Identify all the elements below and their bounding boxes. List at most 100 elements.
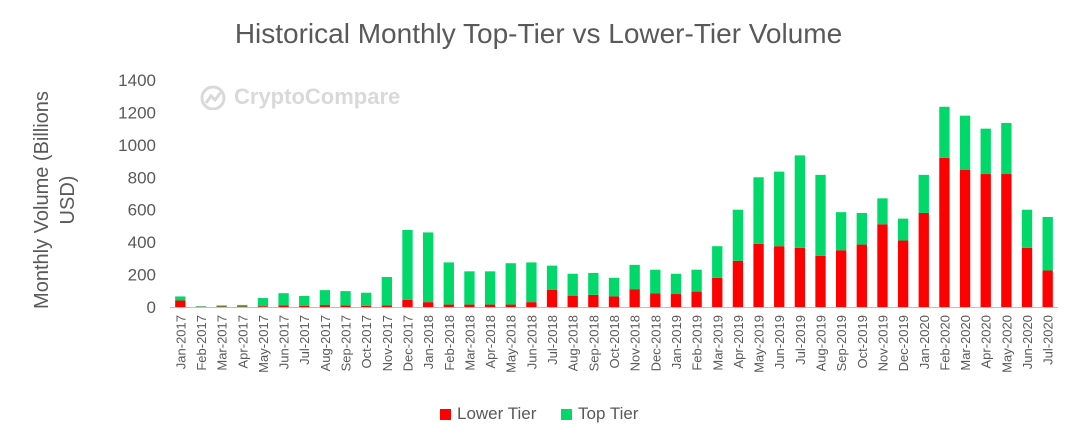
x-tick-label: Jul-2020 (1041, 315, 1056, 365)
bar-lower-tier (670, 294, 682, 307)
bar-top-tier (464, 271, 475, 305)
bar-top-tier (732, 209, 744, 261)
bar-lower-tier (732, 260, 744, 307)
bar-lower-tier (959, 169, 971, 307)
bar-lower-tier (1042, 270, 1053, 307)
bar-lower-tier (422, 302, 434, 307)
x-tick-label: Dec-2018 (648, 315, 663, 371)
bar-top-tier (1042, 217, 1053, 271)
bar-top-tier (856, 212, 867, 245)
bar-lower-tier (175, 300, 186, 307)
bar-top-tier (753, 177, 764, 244)
bar-top-tier (774, 171, 785, 247)
x-tick-label: Aug-2017 (318, 315, 333, 371)
watermark-text: CryptoCompare (234, 84, 401, 109)
bar-lower-tier (794, 247, 806, 307)
x-tick-label: Oct-2017 (359, 315, 374, 368)
bar-lower-tier (650, 293, 661, 307)
x-tick-label: May-2017 (256, 315, 271, 373)
x-tick-label: Jan-2019 (669, 315, 684, 369)
bar-lower-tier (836, 250, 847, 307)
bar-top-tier (175, 296, 186, 301)
bar-top-tier (918, 174, 929, 213)
bar-lower-tier (443, 304, 454, 307)
bar-lower-tier (608, 296, 620, 307)
x-tick-label: Jul-2018 (545, 315, 560, 365)
bar-lower-tier (381, 305, 392, 307)
bar-lower-tier (299, 305, 310, 307)
x-tick-label: Mar-2017 (215, 315, 230, 371)
bar-top-tier (939, 106, 950, 158)
bar-lower-tier (877, 224, 888, 307)
bar-lower-tier (505, 304, 516, 307)
bar-top-tier (691, 269, 702, 292)
legend-swatch-lower-tier (440, 408, 451, 420)
x-tick-label: Mar-2018 (462, 315, 477, 371)
y-tick-label: 1000 (118, 136, 156, 155)
x-tick-label: Apr-2020 (979, 315, 994, 368)
y-tick-label: 600 (128, 201, 156, 220)
bar-lower-tier (980, 174, 991, 307)
bar-lower-tier (567, 295, 578, 307)
x-tick-label: Apr-2017 (235, 315, 250, 368)
bar-lower-tier (712, 277, 723, 307)
x-tick-label: Jan-2020 (917, 315, 932, 369)
x-tick-label: Nov-2019 (875, 315, 890, 371)
x-tick-label: Mar-2020 (958, 315, 973, 371)
bar-lower-tier (464, 304, 475, 307)
bar-top-tier (877, 198, 888, 225)
bar-lower-tier (774, 246, 785, 307)
y-axis: 0 200 400 600 800 1000 1200 1400 (118, 71, 156, 317)
x-tick-label: Oct-2019 (855, 315, 870, 368)
bar-top-tier (278, 293, 289, 306)
bar-top-tier (443, 262, 454, 305)
bar-top-tier (608, 277, 620, 297)
bar-top-tier (381, 277, 392, 306)
x-tick-label: Dec-2017 (400, 315, 415, 371)
legend-swatch-top-tier (561, 408, 572, 420)
x-tick-label: Sep-2018 (586, 315, 601, 371)
bar-lower-tier (257, 306, 269, 307)
bar-top-tier (546, 265, 558, 290)
x-tick-label: Aug-2018 (566, 315, 581, 371)
x-axis: Jan-2017 Feb-2017 Mar-2017 Apr-2017 May-2017… (173, 315, 1055, 373)
legend-item-lower-tier: Lower Tier (440, 404, 536, 424)
bar-top-tier (712, 246, 723, 278)
x-tick-label: Feb-2020 (937, 315, 952, 371)
x-tick-label: Jun-2020 (1020, 315, 1035, 369)
bar-top-tier (505, 263, 516, 305)
bar-top-tier (897, 218, 909, 241)
chart-title: Historical Monthly Top-Tier vs Lower-Tie… (234, 18, 843, 49)
bar-lower-tier (526, 302, 537, 307)
bar-top-tier (980, 128, 991, 175)
bars (175, 106, 1053, 307)
bar-top-tier (815, 174, 826, 256)
bar-lower-tier (856, 244, 867, 307)
x-tick-label: Nov-2018 (628, 315, 643, 371)
bar-lower-tier (484, 304, 496, 307)
x-tick-label: Apr-2018 (483, 315, 498, 368)
bar-lower-tier (691, 291, 702, 307)
x-tick-label: Mar-2019 (710, 315, 725, 371)
bar-top-tier (361, 292, 372, 306)
bar-top-tier (484, 271, 496, 305)
bar-lower-tier (753, 243, 764, 307)
x-tick-label: Jun-2019 (772, 315, 787, 369)
x-tick-label: Oct-2018 (607, 315, 622, 368)
y-tick-label: 800 (128, 168, 156, 187)
bar-top-tier (959, 115, 971, 170)
bar-top-tier (1001, 122, 1012, 175)
bar-top-tier (237, 304, 248, 307)
x-tick-label: Feb-2018 (442, 315, 457, 371)
bar-lower-tier (629, 289, 640, 307)
x-tick-label: May-2020 (999, 315, 1014, 373)
x-tick-label: Jan-2018 (421, 315, 436, 369)
bar-top-tier (319, 290, 331, 306)
y-tick-label: 0 (147, 298, 156, 317)
bar-top-tier (670, 273, 682, 295)
bar-top-tier (650, 269, 661, 294)
bar-top-tier (299, 295, 310, 306)
legend-label-lower-tier: Lower Tier (457, 404, 537, 423)
x-tick-label: Apr-2019 (731, 315, 746, 368)
